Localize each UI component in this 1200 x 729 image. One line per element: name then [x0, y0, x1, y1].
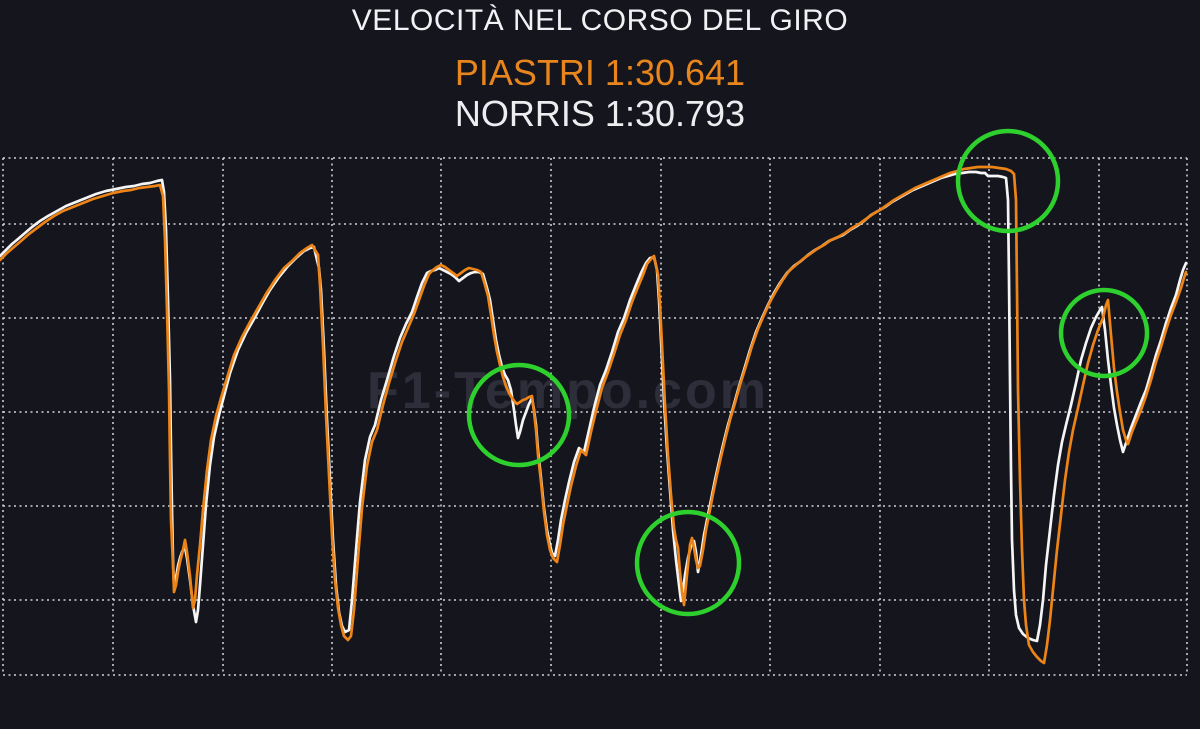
chart-title: VELOCITÀ NEL CORSO DEL GIRO	[351, 4, 849, 37]
highlight-circle	[634, 509, 742, 617]
driver2-laptime-label: NORRIS 1:30.793	[454, 93, 746, 134]
highlight-circle	[955, 128, 1061, 234]
highlight-circle	[1058, 287, 1150, 379]
speed-trace-piastri	[0, 165, 1188, 665]
highlight-circle	[466, 362, 572, 468]
driver1-laptime-label: PIASTRI 1:30.641	[454, 52, 746, 93]
watermark-text: F1-Tempo.com	[367, 362, 769, 420]
